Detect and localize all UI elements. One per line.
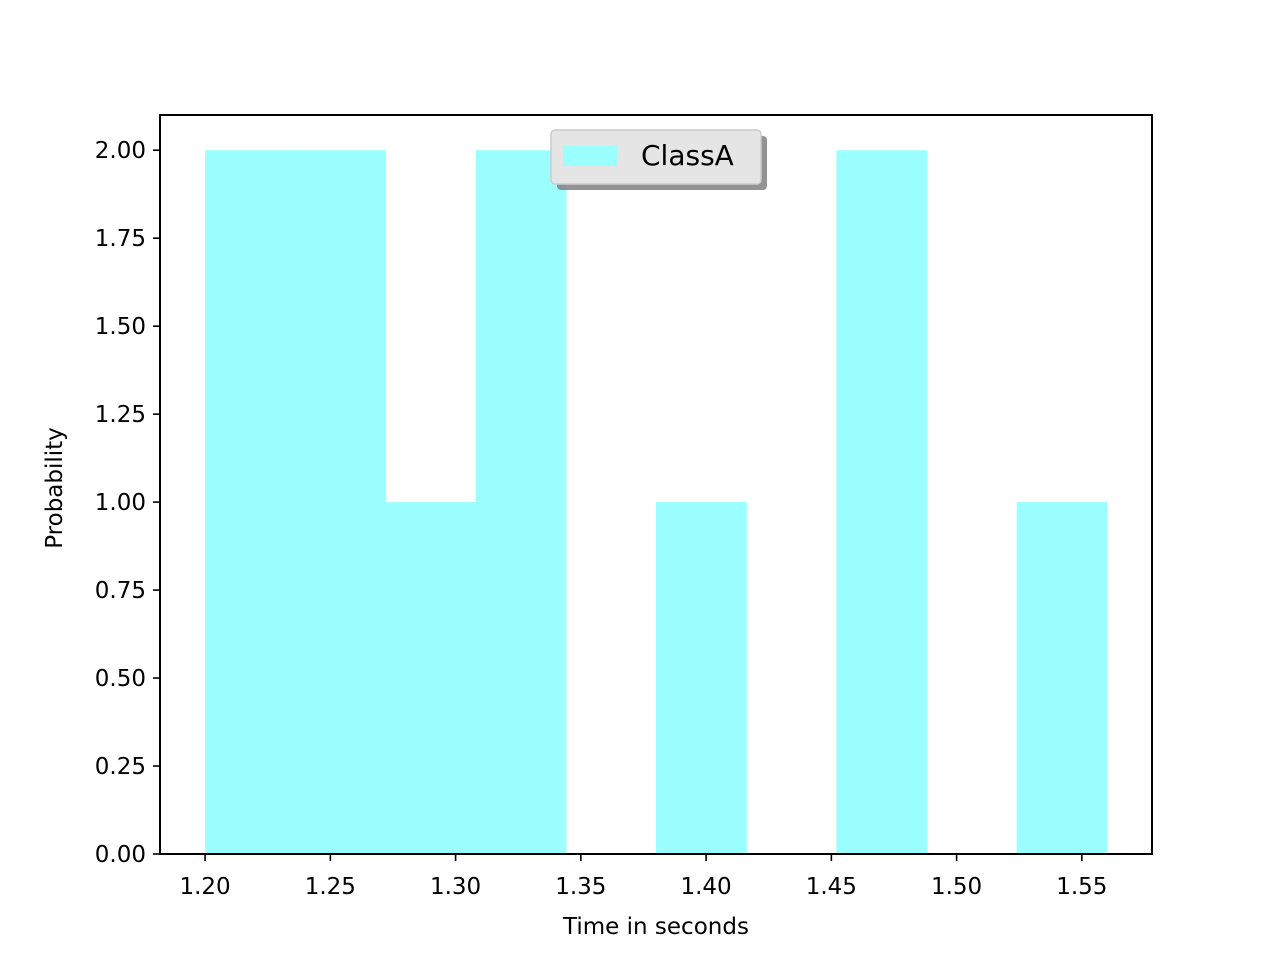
histogram-bar-2 [385, 502, 477, 854]
plot-frame [159, 114, 1153, 855]
legend-swatch-classa [563, 146, 617, 166]
y-axis-ticks: 0.00 0.25 0.50 0.75 1.00 1.25 1.50 1.75 2.00 [95, 138, 160, 868]
y-tick-label: 0.00 [95, 842, 146, 868]
y-tick-label: 0.25 [95, 754, 146, 780]
x-axis-ticks: 1.20 1.25 1.30 1.35 1.40 1.45 1.50 1.55 [179, 854, 1107, 900]
y-tick-label: 1.00 [95, 490, 146, 516]
histogram-bar-0 [205, 150, 296, 854]
legend-label-classa: ClassA [641, 139, 734, 172]
x-tick-label: 1.55 [1056, 874, 1107, 900]
x-tick-label: 1.25 [305, 874, 356, 900]
histogram-bar-5 [656, 502, 747, 854]
y-tick-label: 1.75 [95, 226, 146, 252]
legend-box [550, 129, 762, 185]
x-tick-label: 1.50 [931, 874, 982, 900]
y-tick-label: 0.50 [95, 666, 146, 692]
x-axis-label: Time in seconds [562, 914, 749, 940]
x-tick-label: 1.40 [680, 874, 731, 900]
histogram-bar-7 [836, 150, 928, 854]
x-tick-label: 1.20 [179, 874, 230, 900]
x-tick-label: 1.45 [806, 874, 857, 900]
x-tick-label: 1.30 [430, 874, 481, 900]
histogram-bar-1 [295, 150, 387, 854]
legend: ClassA [550, 129, 767, 190]
histogram-bar-9 [1016, 502, 1108, 854]
y-tick-label: 1.50 [95, 314, 146, 340]
y-tick-label: 0.75 [95, 578, 146, 604]
histogram-bar-3 [475, 150, 567, 854]
bars-group [205, 150, 1108, 854]
y-axis-label: Probability [42, 427, 68, 549]
y-tick-label: 1.25 [95, 402, 146, 428]
y-tick-label: 2.00 [95, 138, 146, 164]
x-tick-label: 1.35 [555, 874, 606, 900]
